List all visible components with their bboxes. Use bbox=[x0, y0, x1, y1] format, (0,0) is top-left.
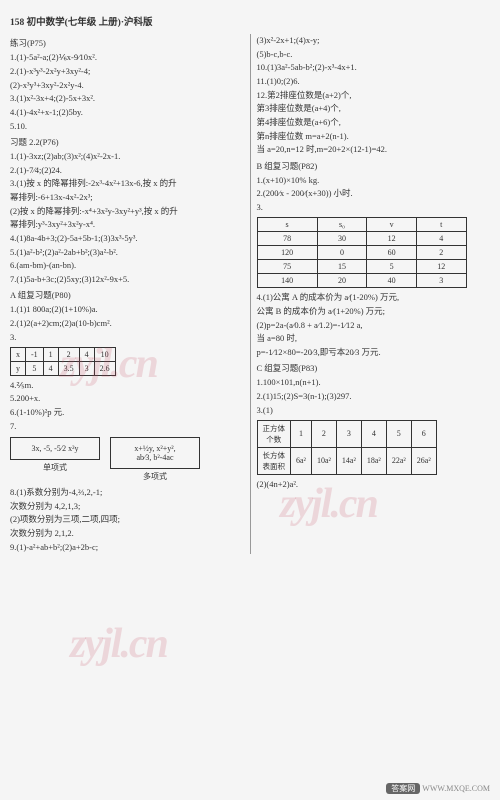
item: 3. bbox=[257, 201, 491, 214]
item: 5.10. bbox=[10, 120, 244, 133]
item: (2)(4n+2)a². bbox=[257, 478, 491, 491]
item: 当 a=80 时, bbox=[257, 332, 491, 345]
item: (5)b-c,b-c. bbox=[257, 48, 491, 61]
box-label: 单项式 bbox=[10, 462, 100, 473]
box-label: 多项式 bbox=[110, 471, 200, 482]
item: 公寓 B 的成本价为 a⁄(1+20%) 万元; bbox=[257, 305, 491, 318]
item: 3.(1) bbox=[257, 404, 491, 417]
item: 6.(1-10%)²p 元. bbox=[10, 406, 244, 419]
item: 第4排座位数是(a+6)个, bbox=[257, 116, 491, 129]
item: (2)-x³y³+3xy²-2x²y-4. bbox=[10, 79, 244, 92]
item: 第3排座位数是(a+4)个, bbox=[257, 102, 491, 115]
item: 6.(am-bm)-(an-bn). bbox=[10, 259, 244, 272]
right-column: (3)x²-2x+1;(4)x-y; (5)b-c,b-c. 10.(1)3a²… bbox=[257, 34, 491, 554]
item: 9.(1)-a²+ab+b²;(2)a+2b-c; bbox=[10, 541, 244, 554]
section-p82: B 组复习题(P82) bbox=[257, 160, 491, 173]
item: 5.200+x. bbox=[10, 392, 244, 405]
item: 1.(x+10)×10% kg. bbox=[257, 174, 491, 187]
table-svt: ss₀vt 7830124 1200602 7515512 14020403 bbox=[257, 217, 467, 288]
item: 11.(1)0;(2)6. bbox=[257, 75, 491, 88]
footer-brand: 答案网 bbox=[386, 783, 420, 794]
item: 次数分别为 2,1,2. bbox=[10, 527, 244, 540]
box-monomial: 3x, -5, -5⁄2 x²y bbox=[10, 437, 100, 460]
section-p75: 练习(P75) bbox=[10, 37, 244, 50]
watermark: zyjl.cn bbox=[70, 620, 167, 668]
column-divider bbox=[250, 34, 251, 554]
item: 4.⅖m. bbox=[10, 379, 244, 392]
item: 第n排座位数 m=a+2(n-1). bbox=[257, 130, 491, 143]
item: 幂排列:y³-3xy²+3x²y-x⁴. bbox=[10, 218, 244, 231]
item: (2)p=2a-(a⁄0.8 + a⁄1.2)=-1⁄12 a, bbox=[257, 319, 491, 332]
item: 当 a=20,n=12 时,m=20+2×(12-1)=42. bbox=[257, 143, 491, 156]
table-xy: x-112410 y543.532.6 bbox=[10, 347, 116, 376]
item: 次数分别为 4,2,1,3; bbox=[10, 500, 244, 513]
item: 2.(1)-7⁄4;(2)24. bbox=[10, 164, 244, 177]
item: (3)x²-2x+1;(4)x-y; bbox=[257, 34, 491, 47]
section-p80: A 组复习题(P80) bbox=[10, 289, 244, 302]
section-p83: C 组复习题(P83) bbox=[257, 362, 491, 375]
item: 1.(1)-5a²-a;(2)⅙x-9⁄10x². bbox=[10, 51, 244, 64]
item: 1.(1)-3xz;(2)ab;(3)x²;(4)x²-2x-1. bbox=[10, 150, 244, 163]
item: 7. bbox=[10, 420, 244, 433]
item: 4.(1)8a-4b+3;(2)-5a+5b-1;(3)3x³-5y³. bbox=[10, 232, 244, 245]
item: p=-1⁄12×80=-20⁄3,即亏本20⁄3 万元. bbox=[257, 346, 491, 359]
item: 3. bbox=[10, 331, 244, 344]
section-p76: 习题 2.2(P76) bbox=[10, 136, 244, 149]
left-column: 练习(P75) 1.(1)-5a²-a;(2)⅙x-9⁄10x². 2.(1)-… bbox=[10, 34, 244, 554]
item: 幂排列:-6+13x-4x²-2x³; bbox=[10, 191, 244, 204]
item: 3.(1)按 x 的降幂排列:-2x³-4x²+13x-6,按 x 的升 bbox=[10, 177, 244, 190]
item: 2.(200⁄x - 200⁄(x+30)) 小时. bbox=[257, 187, 491, 200]
item: 7.(1)5a-b+3c;(2)5xy;(3)12x²-9x+5. bbox=[10, 273, 244, 286]
item: 2.(1)2(a+2)cm;(2)a(10-b)cm². bbox=[10, 317, 244, 330]
item: 2.(1)-x³y³-2x²y+3xy²-4; bbox=[10, 65, 244, 78]
item: 3.(1)x²-3x+4;(2)-5x+3x². bbox=[10, 92, 244, 105]
item: 1.(1)1 800a;(2)(1+10%)a. bbox=[10, 303, 244, 316]
item: 2.(1)15;(2)S=3(n-1);(3)297. bbox=[257, 390, 491, 403]
footer-url: WWW.MXQE.COM bbox=[422, 784, 490, 793]
table-cube: 正方体 个数123456 长方体 表面积6a²10a²14a²18a²22a²2… bbox=[257, 420, 437, 475]
expression-boxes: 3x, -5, -5⁄2 x²y 单项式 x+½y, x²+y², ab⁄3, … bbox=[10, 437, 244, 482]
item: 10.(1)3a²-5ab-b²;(2)-x³-4x+1. bbox=[257, 61, 491, 74]
item: 8.(1)系数分别为-4,⅔,2,-1; bbox=[10, 486, 244, 499]
page-header: 158 初中数学(七年级 上册)·沪科版 bbox=[10, 14, 490, 28]
item: 12.第2排座位数是(a+2)个, bbox=[257, 89, 491, 102]
item: 1.100×101,n(n+1). bbox=[257, 376, 491, 389]
box-polynomial: x+½y, x²+y², ab⁄3, b²-4ac bbox=[110, 437, 200, 469]
two-column-layout: 练习(P75) 1.(1)-5a²-a;(2)⅙x-9⁄10x². 2.(1)-… bbox=[10, 34, 490, 554]
item: 5.(1)a²-b²;(2)a²-2ab+b²;(3)a²-b². bbox=[10, 246, 244, 259]
item: (2)项数分别为三项,二项,四项; bbox=[10, 513, 244, 526]
item: (2)按 x 的降幂排列:-x⁴+3x²y-3xy²+y³,按 x 的升 bbox=[10, 205, 244, 218]
item: 4.(1)公寓 A 的成本价为 a⁄(1-20%) 万元, bbox=[257, 291, 491, 304]
item: 4.(1)-4x²+x-1;(2)5by. bbox=[10, 106, 244, 119]
footer: 答案网 WWW.MXQE.COM bbox=[386, 783, 490, 794]
